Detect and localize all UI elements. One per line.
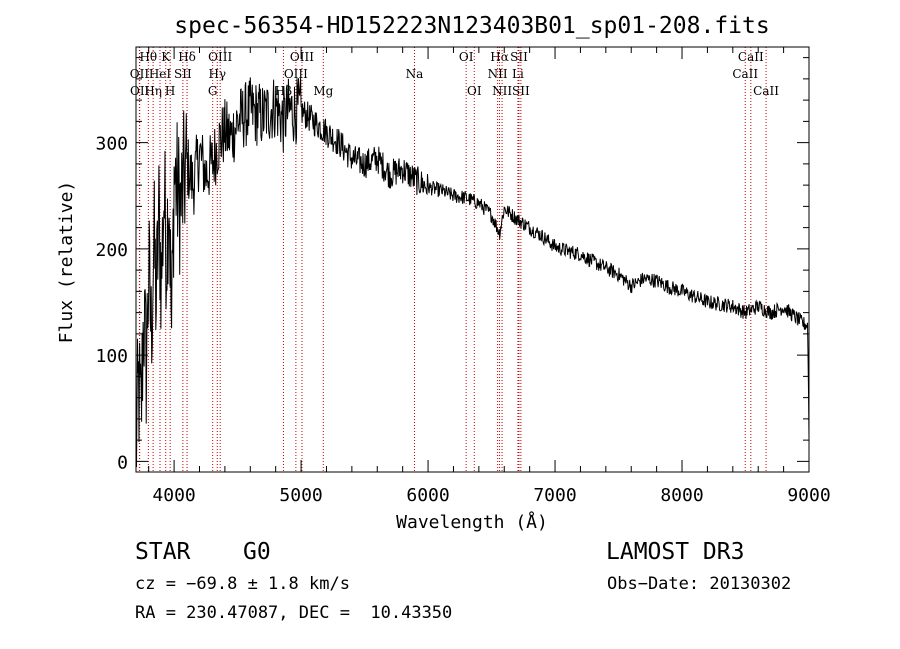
line-label-11: G [208,84,218,98]
y-tick-label-200: 200 [95,240,128,261]
line-label-3: Hη [144,84,162,98]
x-tick-label-6000: 6000 [406,485,449,506]
line-label-23: Li [512,67,524,81]
object-subclass: G0 [243,539,271,565]
line-label-2: OII [130,84,150,98]
line-label-27: CaII [753,84,779,98]
line-label-13: OIII [290,50,314,64]
y-tick-label-0: 0 [117,452,128,473]
line-label-9: OIII [208,50,232,64]
y-tick-label-100: 100 [95,346,128,367]
line-label-6: H [165,84,175,98]
line-label-22: SII [510,50,528,64]
y-tick-label-300: 300 [95,134,128,155]
line-label-10: Hγ [208,67,226,81]
spectrum-line [135,77,810,468]
x-axis: 4000 5000 6000 7000 8000 9000 [148,47,831,506]
ra-dec-coordinates: RA = 230.47087, DEC = 10.43350 [135,603,453,623]
object-class: STAR [135,539,191,565]
y-axis-label: Flux (relative) [56,181,77,344]
y-axis: 0 100 200 300 [95,57,809,473]
plot-frame [135,46,810,473]
x-axis-label: Wavelength (Å) [396,511,548,533]
line-label-7: SII [174,67,192,81]
line-label-20: NII [488,67,508,81]
line-label-16: Na [406,67,424,81]
line-label-15: Mg [313,84,333,98]
line-label-25: CaII [738,50,764,64]
obs-date: Obs−Date: 20130302 [607,574,792,594]
line-label-5: K [161,50,171,64]
survey-name: LAMOST DR3 [606,539,745,565]
line-label-24: SII [512,84,530,98]
line-label-19: Hα [490,50,509,64]
x-tick-label-4000: 4000 [152,485,195,506]
line-label-17: OI [459,50,474,64]
redshift-cz: cz = −69.8 ± 1.8 km/s [135,574,350,594]
x-tick-label-9000: 9000 [787,485,830,506]
line-label-8: Hδ [178,50,196,64]
line-label-18: OI [467,84,482,98]
x-tick-label-5000: 5000 [279,485,322,506]
line-label-26: CaII [732,67,758,81]
x-tick-label-7000: 7000 [533,485,576,506]
x-tick-label-8000: 8000 [660,485,703,506]
chart-title: spec-56354-HD152223N123403B01_sp01-208.f… [174,13,769,39]
line-label-4: HeI [149,67,172,81]
line-label-21: NII [492,84,512,98]
line-label-14: OIII [284,67,308,81]
